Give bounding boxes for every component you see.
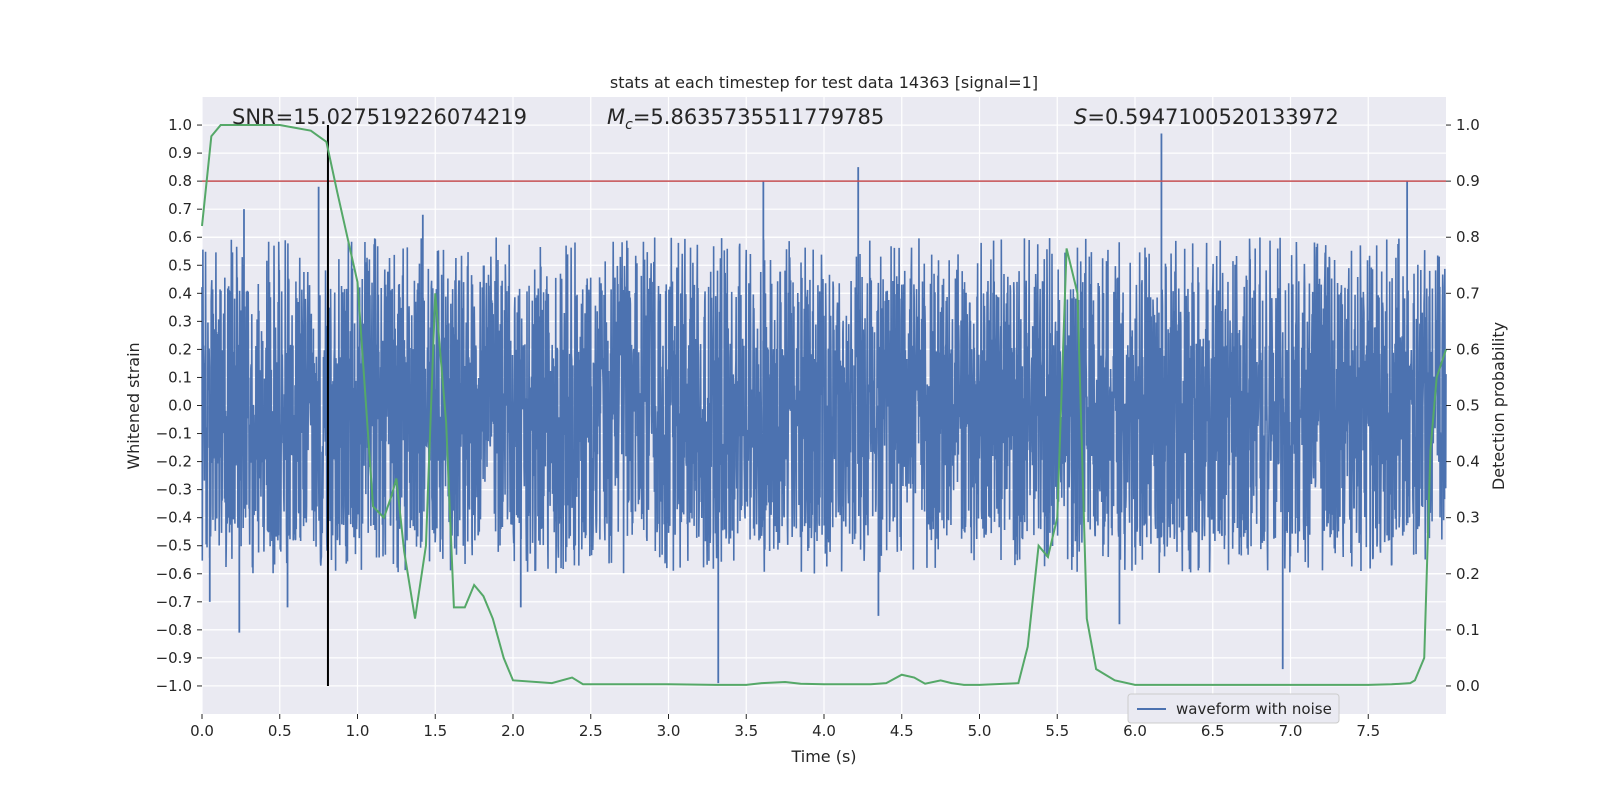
detection-probability-line: [201, 124, 1447, 686]
y-left-tick-label: 0.8: [168, 172, 192, 190]
y-left-tick-label: −1.0: [156, 677, 192, 695]
y-left-tick-label: −0.1: [156, 425, 192, 443]
y-left-tick-label: 0.6: [168, 228, 192, 246]
x-tick-label: 1.5: [423, 722, 447, 740]
y-right-tick-label: 0.5: [1456, 397, 1480, 415]
x-tick-label: 2.5: [579, 722, 603, 740]
snr-annotation: SNR=15.027519226074219: [232, 105, 527, 129]
y-left-tick-label: −0.4: [156, 509, 192, 527]
y-right-tick-label: 0.9: [1456, 172, 1480, 190]
s-value: =0.5947100520133972: [1087, 105, 1338, 129]
y-left-axis-ticks: 1.0 0.9 0.8 0.7 0.6 0.5 0.4 0.3 0.2 0.1 0.0 −0.1 −0.…: [156, 116, 202, 695]
y-right-tick-label: 0.7: [1456, 284, 1480, 302]
y-right-tick-label: 0.3: [1456, 509, 1480, 527]
legend-entry: waveform with noise: [1176, 700, 1332, 718]
x-tick-label: 3.0: [657, 722, 681, 740]
x-axis-ticks: 0.0 0.5 1.0 1.5 2.0 2.5 3.0 3.5 4.0 4.5 5.0 5.5 6.0 6…: [190, 714, 1380, 740]
y-right-tick-label: 1.0: [1456, 116, 1480, 134]
y-left-tick-label: −0.2: [156, 453, 192, 471]
series-detection-probability: [201, 124, 1447, 686]
x-tick-label: 2.0: [501, 722, 525, 740]
x-tick-label: 1.0: [346, 722, 370, 740]
y-left-tick-label: −0.5: [156, 537, 192, 555]
chirp-mass-annotation: Mc=5.8635735511779785: [607, 105, 884, 133]
s-symbol: S: [1074, 105, 1087, 129]
y-left-tick-label: −0.6: [156, 565, 192, 583]
y-left-tick-label: 0.3: [168, 312, 192, 330]
y-right-tick-label: 0.8: [1456, 228, 1480, 246]
overlay-lines: [202, 125, 1446, 686]
chirp-mass-subscript: c: [625, 117, 633, 133]
y-right-tick-label: 0.4: [1456, 453, 1480, 471]
x-tick-label: 0.0: [190, 722, 214, 740]
y-left-tick-label: 0.0: [168, 397, 192, 415]
y-left-tick-label: 0.9: [168, 144, 192, 162]
x-tick-label: 6.0: [1123, 722, 1147, 740]
y-right-tick-label: 0.1: [1456, 621, 1480, 639]
y-right-axis-label: Detection probability: [1489, 322, 1508, 490]
y-left-tick-label: 0.7: [168, 200, 192, 218]
y-right-axis-ticks: 1.0 0.9 0.8 0.7 0.6 0.5 0.4 0.3 0.2 0.1 0.0: [1446, 116, 1480, 695]
chart-title: stats at each timestep for test data 143…: [610, 73, 1038, 92]
chirp-mass-value: =5.8635735511779785: [633, 105, 884, 129]
y-left-tick-label: 0.2: [168, 340, 192, 358]
y-left-tick-label: 0.4: [168, 284, 192, 302]
legend: waveform with noise: [1127, 693, 1340, 724]
y-right-tick-label: 0.0: [1456, 677, 1480, 695]
x-tick-label: 4.0: [812, 722, 836, 740]
series-waveform-with-noise: [201, 133, 1447, 684]
y-left-tick-label: 0.1: [168, 368, 192, 386]
y-left-tick-label: −0.9: [156, 649, 192, 667]
x-tick-label: 7.5: [1356, 722, 1380, 740]
y-right-tick-label: 0.6: [1456, 340, 1480, 358]
y-left-tick-label: −0.7: [156, 593, 192, 611]
x-tick-label: 7.0: [1279, 722, 1303, 740]
x-axis-label: Time (s): [790, 747, 856, 766]
y-right-tick-label: 0.2: [1456, 565, 1480, 583]
x-tick-label: 4.5: [890, 722, 914, 740]
y-left-tick-label: 1.0: [168, 116, 192, 134]
y-left-tick-label: −0.8: [156, 621, 192, 639]
x-tick-label: 3.5: [734, 722, 758, 740]
s-annotation: S=0.5947100520133972: [1074, 105, 1339, 129]
y-left-tick-label: 0.5: [168, 256, 192, 274]
x-tick-label: 6.5: [1201, 722, 1225, 740]
x-tick-label: 5.5: [1045, 722, 1069, 740]
waveform-line: [201, 237, 1447, 574]
x-tick-label: 0.5: [268, 722, 292, 740]
y-left-axis-label: Whitened strain: [124, 342, 143, 469]
legend-box: [1127, 693, 1340, 724]
chirp-mass-symbol: M: [607, 105, 625, 129]
y-left-tick-label: −0.3: [156, 481, 192, 499]
x-tick-label: 5.0: [968, 722, 992, 740]
